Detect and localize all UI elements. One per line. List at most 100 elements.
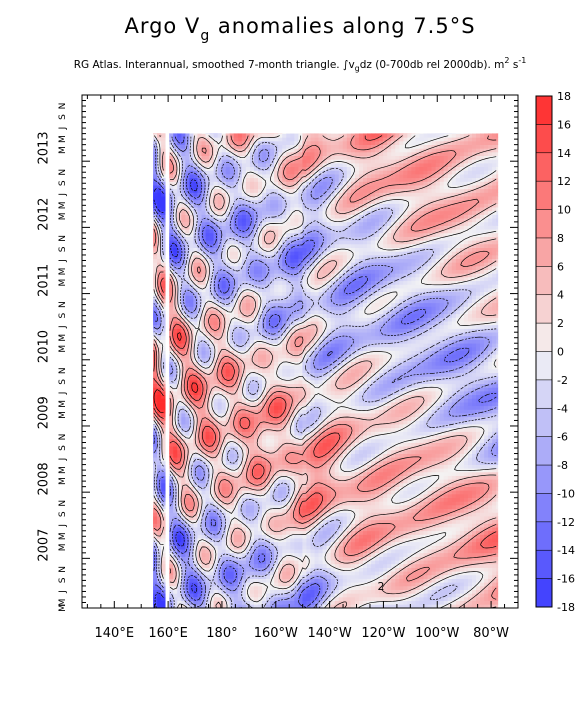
field-cell bbox=[286, 365, 291, 370]
field-cell bbox=[233, 313, 239, 318]
field-cell bbox=[298, 203, 303, 208]
field-cell bbox=[262, 192, 267, 197]
field-cell bbox=[201, 552, 206, 557]
field-cell bbox=[221, 596, 227, 601]
field-cell bbox=[209, 398, 214, 403]
field-cell bbox=[306, 188, 311, 193]
field-cell bbox=[302, 578, 307, 583]
field-cell bbox=[249, 203, 255, 208]
field-cell bbox=[209, 578, 214, 583]
field-cell bbox=[185, 405, 190, 410]
field-cell bbox=[262, 560, 267, 565]
field-cell bbox=[229, 589, 235, 594]
field-cell bbox=[245, 159, 251, 164]
field-cell bbox=[221, 574, 227, 579]
field-cell bbox=[185, 262, 190, 267]
field-cell bbox=[241, 446, 247, 451]
field-cell bbox=[189, 251, 194, 256]
field-cell bbox=[298, 394, 303, 399]
field-cell bbox=[282, 295, 287, 300]
field-cell bbox=[245, 317, 251, 322]
field-cell bbox=[266, 346, 271, 351]
field-cell bbox=[310, 574, 315, 579]
field-cell bbox=[153, 376, 158, 381]
field-cell bbox=[225, 273, 231, 278]
field-cell bbox=[290, 199, 295, 204]
field-cell bbox=[253, 394, 259, 399]
field-cell bbox=[233, 266, 239, 271]
field-cell bbox=[169, 277, 174, 282]
field-cell bbox=[282, 148, 287, 153]
field-cell bbox=[249, 427, 255, 432]
field-cell bbox=[229, 530, 235, 535]
field-cell bbox=[157, 530, 162, 535]
field-cell bbox=[253, 295, 259, 300]
field-cell bbox=[205, 460, 210, 465]
field-cell bbox=[209, 236, 214, 241]
field-cell bbox=[241, 471, 247, 476]
field-cell bbox=[237, 137, 243, 142]
field-cell bbox=[253, 431, 259, 436]
field-cell bbox=[217, 596, 223, 601]
field-cell bbox=[189, 578, 194, 583]
field-cell bbox=[193, 214, 198, 219]
field-cell bbox=[201, 571, 206, 576]
field-cell bbox=[185, 277, 190, 282]
field-cell bbox=[197, 464, 202, 469]
field-cell bbox=[157, 516, 162, 521]
field-cell bbox=[185, 552, 190, 557]
field-cell bbox=[282, 435, 287, 440]
field-cell bbox=[157, 273, 162, 278]
field-cell bbox=[157, 181, 162, 186]
field-cell bbox=[157, 534, 162, 539]
field-cell bbox=[298, 420, 303, 425]
field-cell bbox=[306, 317, 311, 322]
field-cell bbox=[189, 288, 194, 293]
field-cell bbox=[298, 427, 303, 432]
field-cell bbox=[213, 508, 218, 513]
field-cell bbox=[286, 438, 291, 443]
field-cell bbox=[262, 196, 267, 201]
field-cell bbox=[270, 545, 275, 550]
field-cell bbox=[233, 376, 239, 381]
field-cell bbox=[306, 449, 311, 454]
field-cell bbox=[286, 328, 291, 333]
field-cell bbox=[237, 449, 243, 454]
field-cell bbox=[201, 368, 206, 373]
field-cell bbox=[249, 163, 255, 168]
field-cell bbox=[298, 391, 303, 396]
field-cell bbox=[290, 133, 295, 138]
field-cell bbox=[177, 266, 182, 271]
field-cell bbox=[302, 251, 307, 256]
field-cell bbox=[286, 346, 291, 351]
field-cell bbox=[209, 442, 214, 447]
field-cell bbox=[270, 380, 275, 385]
field-cell bbox=[249, 346, 255, 351]
field-cell bbox=[157, 471, 162, 476]
field-cell bbox=[209, 512, 214, 517]
field-cell bbox=[286, 155, 291, 160]
field-cell bbox=[245, 269, 251, 274]
field-cell bbox=[282, 269, 287, 274]
field-cell bbox=[153, 166, 158, 171]
field-cell bbox=[185, 152, 190, 157]
field-cell bbox=[193, 545, 198, 550]
field-cell bbox=[298, 585, 303, 590]
field-cell bbox=[177, 589, 182, 594]
field-cell bbox=[161, 243, 166, 248]
field-cell bbox=[169, 166, 174, 171]
field-cell bbox=[157, 501, 162, 506]
field-cell bbox=[225, 199, 231, 204]
field-cell bbox=[258, 368, 263, 373]
field-cell bbox=[229, 578, 235, 583]
field-cell bbox=[221, 413, 227, 418]
field-cell bbox=[197, 335, 202, 340]
field-cell bbox=[193, 405, 198, 410]
field-cell bbox=[225, 284, 231, 289]
field-cell bbox=[177, 464, 182, 469]
field-cell bbox=[217, 387, 223, 392]
field-cell bbox=[221, 310, 227, 315]
field-cell bbox=[173, 549, 178, 554]
field-cell bbox=[205, 600, 210, 605]
field-cell bbox=[201, 346, 206, 351]
